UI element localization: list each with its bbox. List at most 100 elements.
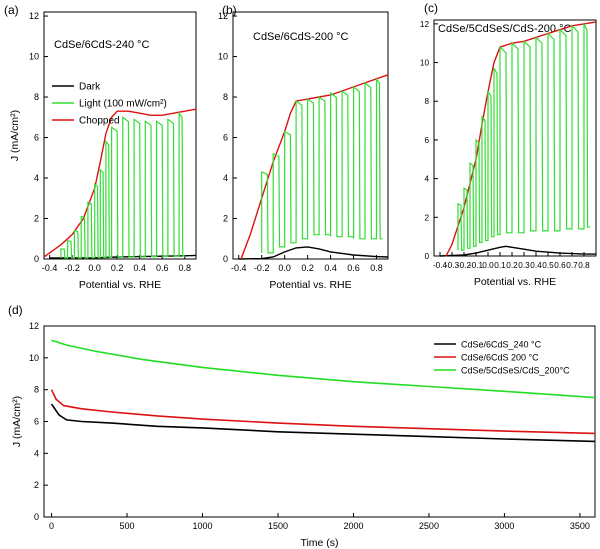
x-tick-label: 0.4 [133, 263, 146, 273]
series-line [439, 245, 596, 257]
series-line [43, 108, 197, 258]
x-tick-label: -0.4 [42, 263, 58, 273]
x-tick-label: 0.0 [482, 261, 494, 270]
plot-frame [43, 11, 197, 260]
legend: Dark Light (100 mW/cm²) Chopped [52, 82, 167, 127]
x-tick-label: 0.2 [506, 261, 518, 270]
y-tick-label: 2 [424, 213, 429, 222]
y-tick-label: 10 [420, 59, 430, 68]
x-tick-label: 1000 [192, 521, 212, 531]
legend-entry: CdSe/6CdS 200 °C [461, 353, 539, 363]
y-tick-label: 6 [424, 136, 429, 145]
x-tick-label: -0.2 [64, 263, 80, 273]
y-tick-label: 12 [420, 20, 430, 29]
x-tick-label: 0.1 [494, 261, 506, 270]
y-tick-label: 0 [223, 254, 228, 264]
y-tick-label: 4 [34, 173, 39, 183]
x-tick-label: -0.4 [231, 263, 247, 273]
x-tick-label: 3000 [494, 521, 514, 531]
series-light-100-mw-cm- [457, 23, 590, 251]
series-chopped [43, 108, 197, 258]
x-tick-label: 0.4 [530, 261, 542, 270]
panel-d-label: (d) [8, 303, 23, 317]
x-tick-label: 500 [120, 521, 135, 531]
legend: CdSe/6CdS_240 °C CdSe/6CdS 200 °C CdSe/5Cd… [434, 340, 570, 376]
legend-entry: Light (100 mW/cm²) [79, 99, 167, 110]
x-axis-label: Time (s) [300, 537, 338, 549]
legend-entry: Dark [79, 82, 101, 93]
x-tick-label: -0.2 [254, 263, 270, 273]
y-tick-label: 12 [218, 11, 228, 21]
legend-entry: Chopped [79, 116, 120, 127]
plot-frame [433, 19, 597, 257]
x-tick-label: 0.2 [301, 263, 314, 273]
y-tick-label: 2 [34, 480, 39, 490]
y-tick-label: 8 [424, 97, 429, 106]
panel-title: CdSe/5CdSeS/CdS-200 °C [438, 23, 571, 35]
x-tick-label: 0.8 [370, 263, 383, 273]
series-cdse-6cds-240-c [50, 403, 596, 443]
x-tick-label: -0.4 [433, 261, 448, 270]
y-tick-label: 0 [34, 512, 39, 522]
series-line [51, 339, 596, 399]
x-tick-label: 2500 [419, 521, 439, 531]
chopped-light-trace [457, 23, 590, 251]
series-light-100-mw-cm- [261, 76, 383, 254]
panel-a: (a) -0.4 -0.2 0.0 0.2 0.4 0.6 0.8 0 2 4 6 8 10 12 Pote… [4, 3, 197, 291]
x-tick-label: 2000 [343, 521, 363, 531]
series-line [50, 389, 596, 435]
x-axis-label: Potential vs. RHE [269, 279, 351, 291]
series-cdse-6cds-200-c [50, 389, 596, 435]
chopped-light-trace [261, 76, 383, 254]
series-line [445, 21, 597, 257]
x-tick-label: 0.4 [324, 263, 337, 273]
series-cdse-5cdses-cds-200-c [51, 339, 596, 399]
y-tick-label: 2 [223, 214, 228, 224]
x-tick-label: 0.0 [88, 263, 101, 273]
panel-b: (b) -0.4 -0.2 0.0 0.2 0.4 0.6 0.8024681012Pote… [218, 3, 389, 291]
y-tick-label: 2 [34, 214, 39, 224]
x-tick-label: 0.6 [156, 263, 169, 273]
x-tick-label: 1500 [268, 521, 288, 531]
x-tick-label: 0.8 [578, 261, 590, 270]
x-tick-label: 0.6 [347, 263, 360, 273]
chopped-light-trace [60, 111, 186, 259]
y-tick-label: 4 [424, 175, 429, 184]
y-tick-label: 8 [34, 385, 39, 395]
x-tick-label: 3500 [570, 521, 590, 531]
y-tick-label: 0 [34, 254, 39, 264]
y-tick-label: 4 [34, 448, 39, 458]
panel-a-label: (a) [4, 3, 19, 17]
y-tick-label: 4 [223, 173, 228, 183]
series-line [50, 403, 596, 443]
x-tick-label: -0.3 [445, 261, 460, 270]
x-tick-label: 0.8 [178, 263, 191, 273]
panel-title: CdSe/6CdS-200 °C [253, 31, 349, 43]
y-axis-label: J (mA/cm²) [9, 110, 21, 161]
series-light-100-mw-cm- [60, 111, 186, 259]
y-tick-label: 10 [29, 353, 39, 363]
y-tick-label: 8 [34, 92, 39, 102]
y-axis-label: J (mA/cm²) [11, 396, 23, 447]
series-line [238, 246, 389, 260]
x-axis-label: Potential vs. RHE [79, 279, 161, 291]
panel-title: CdSe/6CdS-240 °C [54, 39, 150, 51]
y-tick-label: 12 [29, 11, 39, 21]
x-tick-label: 0.3 [518, 261, 530, 270]
x-tick-label: 0.6 [554, 261, 566, 270]
y-tick-label: 6 [34, 133, 39, 143]
x-tick-label: 0.0 [278, 263, 291, 273]
x-tick-label: -0.2 [457, 261, 472, 270]
x-axis-label: Potential vs. RHE [474, 276, 556, 288]
x-tick-label: 0 [49, 521, 54, 531]
plot-frame [232, 11, 389, 260]
x-tick-label: 0.2 [111, 263, 124, 273]
legend-entry: CdSe/5CdSeS/CdS_200°C [461, 366, 570, 376]
y-tick-label: 6 [223, 133, 228, 143]
y-tick-label: 10 [29, 52, 39, 62]
series-chopped [445, 21, 597, 257]
y-tick-label: 10 [218, 52, 228, 62]
x-tick-label: -0.1 [469, 261, 484, 270]
y-tick-label: 0 [424, 252, 429, 261]
